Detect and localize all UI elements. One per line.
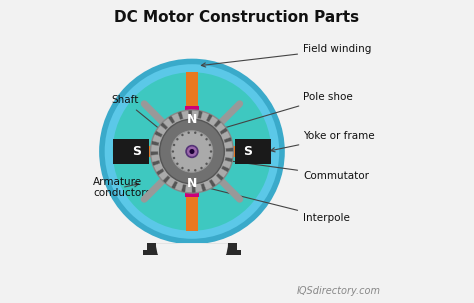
Bar xyxy=(143,250,164,255)
Wedge shape xyxy=(226,148,233,152)
Circle shape xyxy=(187,132,190,134)
Wedge shape xyxy=(152,160,160,166)
Text: Commutator: Commutator xyxy=(218,158,369,181)
Wedge shape xyxy=(198,111,203,119)
Bar xyxy=(220,250,241,255)
Wedge shape xyxy=(225,157,233,162)
Circle shape xyxy=(171,131,213,172)
Text: N: N xyxy=(187,114,197,126)
Bar xyxy=(185,106,199,139)
Wedge shape xyxy=(171,181,178,189)
Wedge shape xyxy=(206,114,213,122)
Bar xyxy=(113,139,149,164)
Bar xyxy=(147,243,237,251)
Wedge shape xyxy=(163,175,170,183)
Wedge shape xyxy=(214,120,221,128)
Circle shape xyxy=(187,169,190,171)
Wedge shape xyxy=(178,112,183,120)
Text: Pole shoe: Pole shoe xyxy=(203,92,353,135)
Circle shape xyxy=(205,138,208,141)
Circle shape xyxy=(186,146,198,157)
Circle shape xyxy=(209,157,211,159)
Circle shape xyxy=(172,150,174,153)
Wedge shape xyxy=(188,110,192,118)
Wedge shape xyxy=(209,179,216,187)
Circle shape xyxy=(181,134,183,136)
Bar xyxy=(113,145,271,158)
Wedge shape xyxy=(155,131,163,137)
Text: N: N xyxy=(187,177,197,189)
Circle shape xyxy=(173,157,175,159)
Wedge shape xyxy=(220,128,228,135)
Text: Shaft: Shaft xyxy=(111,95,175,142)
Wedge shape xyxy=(224,137,232,143)
Wedge shape xyxy=(156,243,228,279)
Circle shape xyxy=(210,150,212,153)
Text: Interpole: Interpole xyxy=(203,186,350,222)
Circle shape xyxy=(176,138,179,141)
Wedge shape xyxy=(151,152,158,155)
Circle shape xyxy=(201,134,203,136)
Text: Field winding: Field winding xyxy=(201,45,372,67)
Circle shape xyxy=(151,110,233,193)
Circle shape xyxy=(194,132,197,134)
Text: Armature
conductors: Armature conductors xyxy=(93,177,151,198)
Wedge shape xyxy=(156,168,164,175)
Circle shape xyxy=(205,162,208,165)
Text: IQSdirectory.com: IQSdirectory.com xyxy=(297,286,381,296)
Bar xyxy=(185,164,199,197)
Text: DC Motor Construction Parts: DC Motor Construction Parts xyxy=(114,10,360,25)
Circle shape xyxy=(102,62,282,241)
Wedge shape xyxy=(151,141,159,146)
Text: S: S xyxy=(132,145,141,158)
Wedge shape xyxy=(168,116,175,124)
Circle shape xyxy=(194,169,197,171)
Text: S: S xyxy=(243,145,252,158)
Circle shape xyxy=(190,149,194,154)
Circle shape xyxy=(160,119,224,184)
Bar xyxy=(186,72,198,231)
Wedge shape xyxy=(160,122,168,130)
Wedge shape xyxy=(192,185,196,193)
Circle shape xyxy=(113,72,271,231)
Wedge shape xyxy=(221,166,229,172)
Circle shape xyxy=(173,144,175,146)
Bar xyxy=(235,139,271,164)
Circle shape xyxy=(181,167,183,169)
Wedge shape xyxy=(201,183,206,191)
Text: Yoke or frame: Yoke or frame xyxy=(271,132,374,152)
Wedge shape xyxy=(181,184,186,192)
Wedge shape xyxy=(216,173,224,181)
Circle shape xyxy=(201,167,203,169)
Circle shape xyxy=(176,162,179,165)
Circle shape xyxy=(209,144,211,146)
